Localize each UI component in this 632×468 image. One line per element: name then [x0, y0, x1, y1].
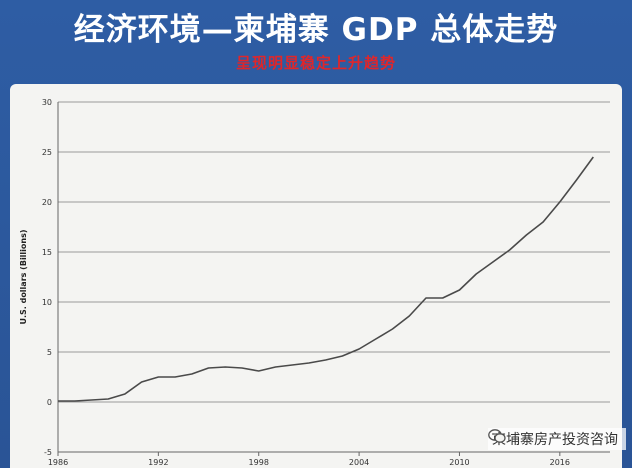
- chart-panel: -5 0 5 10 15 20 25 30 1986 1992 1998 2004 2010 2016 U.…: [10, 84, 622, 468]
- grid-layer: [58, 101, 610, 453]
- gdp-line-chart: -5 0 5 10 15 20 25 30 1986 1992 1998 2004 2010 2016 U.…: [19, 98, 610, 467]
- watermark-text: 柬埔寨房产投资咨询: [492, 432, 618, 448]
- x-tick-label: 2004: [349, 458, 369, 467]
- x-tick-label: 2010: [449, 458, 469, 467]
- y-tick-label: 20: [42, 198, 52, 207]
- watermark: 柬埔寨房产投资咨询: [488, 428, 626, 450]
- label-layer: -5 0 5 10 15 20 25 30 1986 1992 1998 2004 2010 2016 U.…: [19, 98, 570, 467]
- y-tick-label: 0: [47, 398, 52, 407]
- x-tick-label: 1998: [249, 458, 269, 467]
- x-tick-label: 1992: [148, 458, 168, 467]
- y-tick-label: 10: [42, 298, 52, 307]
- y-tick-label: 25: [42, 148, 52, 157]
- x-tick-label: 1986: [48, 458, 68, 467]
- y-tick-label: 30: [42, 98, 52, 107]
- gdp-series-line: [58, 156, 594, 402]
- y-tick-label: 5: [47, 348, 52, 357]
- line-layer: [58, 156, 594, 402]
- y-tick-label: 15: [42, 248, 52, 257]
- page-subtitle: 呈现明显稳定上升趋势: [235, 54, 396, 72]
- page-title: 经济环境—柬埔寨 GDP 总体走势: [73, 12, 559, 48]
- wechat-icon: [488, 429, 506, 443]
- x-tick-label: 2016: [550, 458, 570, 467]
- axis-layer: [57, 102, 610, 456]
- y-axis-label: U.S. dollars (Billions): [19, 229, 28, 324]
- y-tick-label: -5: [44, 448, 52, 457]
